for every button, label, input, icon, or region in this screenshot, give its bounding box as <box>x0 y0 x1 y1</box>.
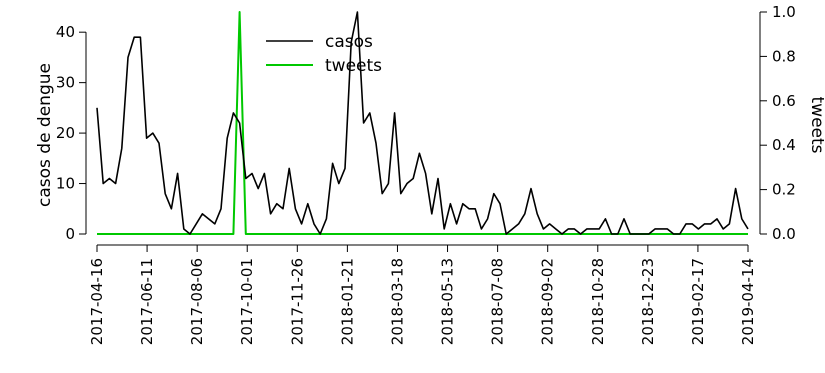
x-tick-label: 2018-03-18 <box>388 258 406 345</box>
legend-tweets-label: tweets <box>325 56 382 76</box>
series-casos-line <box>96 11 749 235</box>
right-tick-label: 0.4 <box>772 136 796 154</box>
x-tick-label: 2018-12-23 <box>639 258 657 345</box>
x-tick-label: 2017-04-16 <box>88 258 106 345</box>
x-tick-label: 2019-02-17 <box>689 258 707 345</box>
right-y-axis: 0.0 0.2 0.4 0.6 0.8 1.0 <box>759 3 796 243</box>
right-tick-label: 0.8 <box>772 47 796 65</box>
legend: casos tweets <box>266 32 382 76</box>
x-tick-label: 2018-09-02 <box>539 258 557 345</box>
left-tick-label: 10 <box>56 175 75 193</box>
right-tick-label: 0.6 <box>772 92 796 110</box>
x-tick-label: 2018-01-21 <box>338 258 356 345</box>
right-tick-label: 0.2 <box>772 181 796 199</box>
x-tick-label: 2018-10-28 <box>589 258 607 345</box>
legend-casos-label: casos <box>325 32 373 52</box>
x-tick-label: 2018-07-08 <box>489 258 507 345</box>
x-tick-label: 2017-08-06 <box>188 258 206 345</box>
plot-area <box>96 11 749 235</box>
left-tick-label: 0 <box>65 225 75 243</box>
x-tick-label: 2017-06-11 <box>138 258 156 345</box>
series-tweets-line <box>97 11 748 235</box>
x-tick-label: 2018-05-13 <box>439 258 457 345</box>
left-tick-label: 20 <box>56 124 75 142</box>
right-tick-label: 1.0 <box>772 3 796 21</box>
x-axis: 2017-04-16 2017-06-11 2017-08-06 2017-10-01… <box>88 244 757 345</box>
left-tick-label: 30 <box>56 74 75 92</box>
x-tick-label: 2017-10-01 <box>238 258 256 345</box>
left-tick-label: 40 <box>56 23 75 41</box>
left-y-axis: 0 10 20 30 40 <box>56 23 87 243</box>
x-tick-label: 2019-04-14 <box>739 258 757 345</box>
left-axis-title: casos de dengue <box>35 63 55 207</box>
right-tick-label: 0.0 <box>772 225 796 243</box>
right-axis-title: tweets <box>807 96 825 153</box>
x-tick-label: 2017-11-26 <box>288 258 306 345</box>
